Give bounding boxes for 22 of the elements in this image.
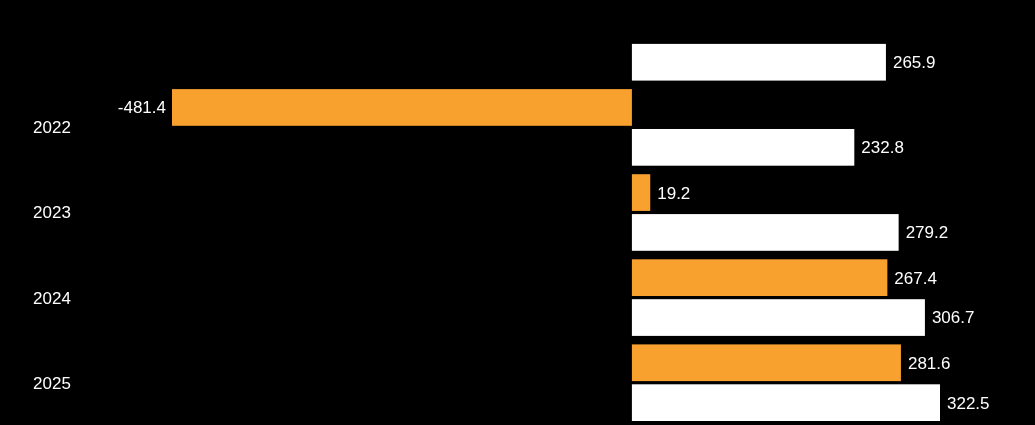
bar (631, 43, 886, 81)
data-label: 281.6 (907, 353, 951, 373)
data-label: 265.9 (892, 53, 936, 73)
y-tick-label: 2023 (33, 203, 71, 223)
data-label: 267.4 (894, 268, 937, 288)
data-label: 232.8 (861, 138, 904, 158)
y-tick-label: 2025 (33, 373, 71, 393)
bar (631, 384, 940, 421)
data-label: 322.5 (947, 393, 990, 413)
bar (631, 344, 901, 382)
data-label: -481.4 (117, 98, 166, 118)
bar (631, 214, 899, 251)
bar (631, 128, 855, 166)
bar (631, 299, 925, 336)
y-tick-label: 2024 (33, 288, 71, 308)
data-label: 306.7 (931, 308, 975, 328)
data-label: 19.2 (657, 183, 691, 203)
y-tick-label: 2022 (33, 118, 71, 138)
data-label: 279.2 (905, 223, 949, 243)
bar (172, 89, 632, 126)
bar (631, 174, 651, 211)
bar (631, 259, 888, 297)
